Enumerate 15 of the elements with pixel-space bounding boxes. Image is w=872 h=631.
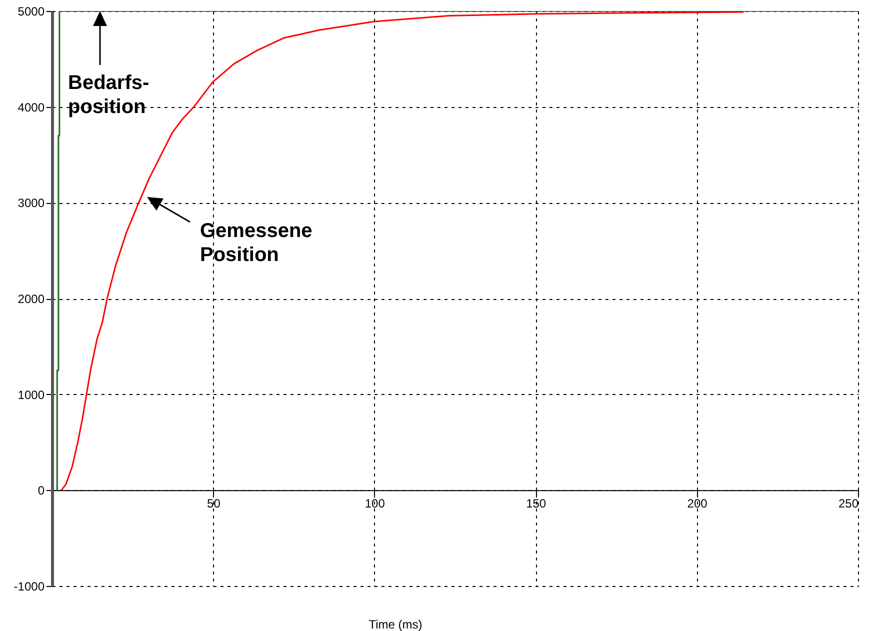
x-axis-title: Time (ms) xyxy=(368,618,422,631)
y-tick-label: 5000 xyxy=(18,4,45,18)
x-tick-label: 150 xyxy=(526,496,546,511)
y-tick-label: 0 xyxy=(38,484,45,498)
x-tick-label: 100 xyxy=(364,496,386,511)
y-tick-label: 4000 xyxy=(18,100,45,114)
y-tick-label: 3000 xyxy=(18,196,45,210)
annotation: Gemessene Position xyxy=(200,220,312,266)
y-tick-label: -1000 xyxy=(14,580,45,594)
x-tick-label: 200 xyxy=(687,496,708,511)
y-tick-label: 1000 xyxy=(18,388,45,402)
annotation: Bedarfs- position xyxy=(68,72,150,118)
x-tick-label: 250 xyxy=(838,496,859,511)
x-tick-label: 50 xyxy=(207,496,221,511)
y-tick-label: 2000 xyxy=(18,292,45,306)
